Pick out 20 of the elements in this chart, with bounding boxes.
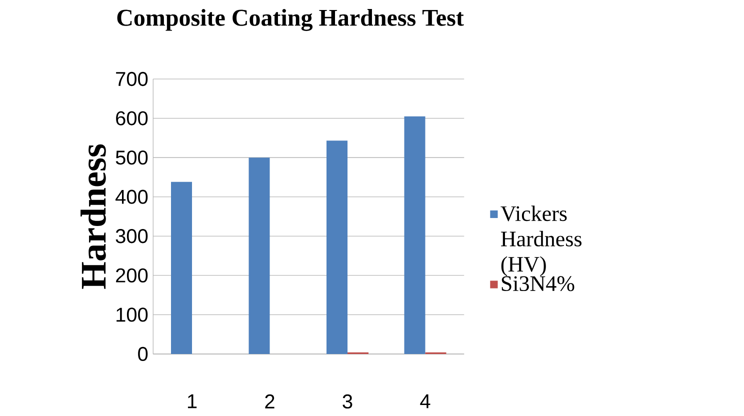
bar xyxy=(326,140,348,354)
y-tick-label: 700 xyxy=(116,72,148,86)
bar xyxy=(404,116,426,354)
y-tick-label: 600 xyxy=(116,111,148,126)
y-tick-label: 400 xyxy=(116,190,148,204)
y-tick-label: 500 xyxy=(116,150,148,165)
y-tick-label: 300 xyxy=(116,229,148,244)
y-tick-label: 200 xyxy=(116,268,148,282)
bar xyxy=(248,158,270,354)
y-axis-title: Hardness xyxy=(80,144,106,289)
legend-label: Vickers Hardness (HV) xyxy=(500,206,582,276)
x-tick-label: 1 xyxy=(188,394,197,408)
chart-title: Composite Coating Hardness Test xyxy=(117,9,464,31)
y-tick-label: 0 xyxy=(138,346,148,362)
legend-label: Si3N4% xyxy=(502,276,574,292)
y-tick-label: 100 xyxy=(116,308,148,322)
x-tick-label: 2 xyxy=(265,394,274,408)
x-tick-label: 3 xyxy=(342,394,352,409)
x-tick-label: 4 xyxy=(420,394,430,408)
bar xyxy=(171,182,192,354)
